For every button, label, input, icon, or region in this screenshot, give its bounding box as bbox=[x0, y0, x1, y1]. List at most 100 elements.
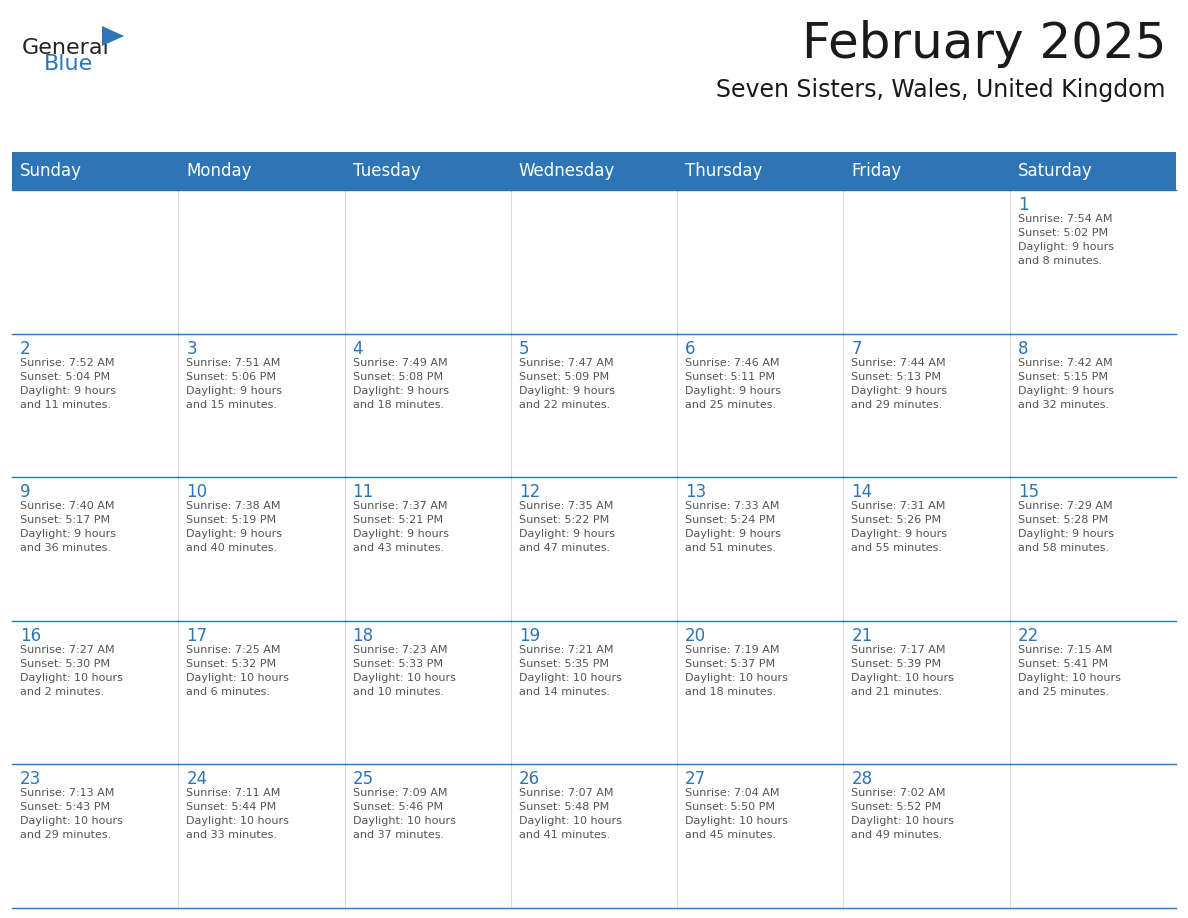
Text: Sunrise: 7:11 AM: Sunrise: 7:11 AM bbox=[187, 789, 280, 799]
Text: Sunset: 5:28 PM: Sunset: 5:28 PM bbox=[1018, 515, 1108, 525]
Text: Daylight: 10 hours: Daylight: 10 hours bbox=[852, 673, 954, 683]
Text: Daylight: 10 hours: Daylight: 10 hours bbox=[353, 816, 455, 826]
Text: Sunset: 5:11 PM: Sunset: 5:11 PM bbox=[685, 372, 775, 382]
Text: and 51 minutes.: and 51 minutes. bbox=[685, 543, 776, 554]
Text: 27: 27 bbox=[685, 770, 707, 789]
Text: 13: 13 bbox=[685, 483, 707, 501]
Text: and 18 minutes.: and 18 minutes. bbox=[353, 399, 443, 409]
Text: Daylight: 10 hours: Daylight: 10 hours bbox=[685, 816, 788, 826]
Text: Sunrise: 7:49 AM: Sunrise: 7:49 AM bbox=[353, 358, 447, 367]
Text: Sunset: 5:33 PM: Sunset: 5:33 PM bbox=[353, 659, 443, 669]
Text: Sunrise: 7:13 AM: Sunrise: 7:13 AM bbox=[20, 789, 114, 799]
Text: 12: 12 bbox=[519, 483, 541, 501]
Text: Daylight: 10 hours: Daylight: 10 hours bbox=[519, 673, 621, 683]
Text: and 49 minutes.: and 49 minutes. bbox=[852, 831, 943, 840]
Text: Wednesday: Wednesday bbox=[519, 162, 615, 180]
Bar bbox=[12, 152, 1176, 190]
Text: Sunset: 5:17 PM: Sunset: 5:17 PM bbox=[20, 515, 110, 525]
Text: Sunrise: 7:19 AM: Sunrise: 7:19 AM bbox=[685, 644, 779, 655]
Text: Sunset: 5:39 PM: Sunset: 5:39 PM bbox=[852, 659, 942, 669]
Text: Blue: Blue bbox=[44, 54, 93, 74]
Text: and 6 minutes.: and 6 minutes. bbox=[187, 687, 271, 697]
Text: Daylight: 9 hours: Daylight: 9 hours bbox=[1018, 242, 1113, 252]
Text: Daylight: 9 hours: Daylight: 9 hours bbox=[852, 386, 947, 396]
Text: and 40 minutes.: and 40 minutes. bbox=[187, 543, 278, 554]
Text: Sunrise: 7:38 AM: Sunrise: 7:38 AM bbox=[187, 501, 280, 511]
Text: and 11 minutes.: and 11 minutes. bbox=[20, 399, 110, 409]
Text: Daylight: 9 hours: Daylight: 9 hours bbox=[519, 386, 615, 396]
Text: General: General bbox=[23, 38, 109, 58]
Text: Sunrise: 7:09 AM: Sunrise: 7:09 AM bbox=[353, 789, 447, 799]
Text: 23: 23 bbox=[20, 770, 42, 789]
Text: Sunset: 5:46 PM: Sunset: 5:46 PM bbox=[353, 802, 443, 812]
Text: 22: 22 bbox=[1018, 627, 1040, 644]
Text: Sunrise: 7:52 AM: Sunrise: 7:52 AM bbox=[20, 358, 114, 367]
Text: Sunset: 5:21 PM: Sunset: 5:21 PM bbox=[353, 515, 443, 525]
Text: and 29 minutes.: and 29 minutes. bbox=[852, 399, 943, 409]
Text: 6: 6 bbox=[685, 340, 696, 358]
Text: Sunset: 5:22 PM: Sunset: 5:22 PM bbox=[519, 515, 609, 525]
Text: 17: 17 bbox=[187, 627, 208, 644]
Text: and 22 minutes.: and 22 minutes. bbox=[519, 399, 611, 409]
Text: Sunset: 5:24 PM: Sunset: 5:24 PM bbox=[685, 515, 776, 525]
Text: Sunset: 5:50 PM: Sunset: 5:50 PM bbox=[685, 802, 775, 812]
Text: 10: 10 bbox=[187, 483, 208, 501]
Text: Daylight: 9 hours: Daylight: 9 hours bbox=[852, 529, 947, 539]
Text: Daylight: 10 hours: Daylight: 10 hours bbox=[187, 673, 289, 683]
Text: Sunset: 5:52 PM: Sunset: 5:52 PM bbox=[852, 802, 942, 812]
Text: Sunset: 5:26 PM: Sunset: 5:26 PM bbox=[852, 515, 942, 525]
Text: and 15 minutes.: and 15 minutes. bbox=[187, 399, 277, 409]
Text: Sunrise: 7:40 AM: Sunrise: 7:40 AM bbox=[20, 501, 114, 511]
Text: 26: 26 bbox=[519, 770, 541, 789]
Text: Daylight: 10 hours: Daylight: 10 hours bbox=[1018, 673, 1120, 683]
Text: Daylight: 9 hours: Daylight: 9 hours bbox=[519, 529, 615, 539]
Text: Sunrise: 7:54 AM: Sunrise: 7:54 AM bbox=[1018, 214, 1112, 224]
Text: Thursday: Thursday bbox=[685, 162, 763, 180]
Text: Daylight: 10 hours: Daylight: 10 hours bbox=[353, 673, 455, 683]
Text: and 36 minutes.: and 36 minutes. bbox=[20, 543, 110, 554]
Text: and 18 minutes.: and 18 minutes. bbox=[685, 687, 776, 697]
Text: Sunset: 5:02 PM: Sunset: 5:02 PM bbox=[1018, 228, 1108, 238]
Text: 7: 7 bbox=[852, 340, 862, 358]
Text: and 21 minutes.: and 21 minutes. bbox=[852, 687, 942, 697]
Text: Sunset: 5:48 PM: Sunset: 5:48 PM bbox=[519, 802, 609, 812]
Text: Daylight: 9 hours: Daylight: 9 hours bbox=[20, 386, 116, 396]
Text: Sunrise: 7:27 AM: Sunrise: 7:27 AM bbox=[20, 644, 114, 655]
Text: and 14 minutes.: and 14 minutes. bbox=[519, 687, 609, 697]
Text: Seven Sisters, Wales, United Kingdom: Seven Sisters, Wales, United Kingdom bbox=[716, 78, 1165, 102]
Text: Sunrise: 7:47 AM: Sunrise: 7:47 AM bbox=[519, 358, 613, 367]
Text: 9: 9 bbox=[20, 483, 31, 501]
Text: Sunset: 5:06 PM: Sunset: 5:06 PM bbox=[187, 372, 277, 382]
Text: Sunrise: 7:29 AM: Sunrise: 7:29 AM bbox=[1018, 501, 1112, 511]
Text: Sunset: 5:30 PM: Sunset: 5:30 PM bbox=[20, 659, 110, 669]
Text: Daylight: 9 hours: Daylight: 9 hours bbox=[353, 386, 449, 396]
Text: 15: 15 bbox=[1018, 483, 1038, 501]
Text: 2: 2 bbox=[20, 340, 31, 358]
Text: 3: 3 bbox=[187, 340, 197, 358]
Text: and 58 minutes.: and 58 minutes. bbox=[1018, 543, 1108, 554]
Text: Daylight: 10 hours: Daylight: 10 hours bbox=[20, 816, 122, 826]
Text: Sunrise: 7:15 AM: Sunrise: 7:15 AM bbox=[1018, 644, 1112, 655]
Text: 14: 14 bbox=[852, 483, 872, 501]
Text: Sunset: 5:19 PM: Sunset: 5:19 PM bbox=[187, 515, 277, 525]
Text: 24: 24 bbox=[187, 770, 208, 789]
Text: Sunset: 5:35 PM: Sunset: 5:35 PM bbox=[519, 659, 609, 669]
Text: Daylight: 9 hours: Daylight: 9 hours bbox=[187, 529, 283, 539]
Text: Daylight: 10 hours: Daylight: 10 hours bbox=[187, 816, 289, 826]
Text: Sunrise: 7:04 AM: Sunrise: 7:04 AM bbox=[685, 789, 779, 799]
Text: and 2 minutes.: and 2 minutes. bbox=[20, 687, 105, 697]
Text: Sunrise: 7:46 AM: Sunrise: 7:46 AM bbox=[685, 358, 779, 367]
Text: Sunrise: 7:02 AM: Sunrise: 7:02 AM bbox=[852, 789, 946, 799]
Text: Daylight: 9 hours: Daylight: 9 hours bbox=[20, 529, 116, 539]
Text: 8: 8 bbox=[1018, 340, 1029, 358]
Text: and 37 minutes.: and 37 minutes. bbox=[353, 831, 443, 840]
Text: Friday: Friday bbox=[852, 162, 902, 180]
Text: Daylight: 9 hours: Daylight: 9 hours bbox=[187, 386, 283, 396]
Text: Saturday: Saturday bbox=[1018, 162, 1093, 180]
Text: Sunrise: 7:33 AM: Sunrise: 7:33 AM bbox=[685, 501, 779, 511]
Text: and 10 minutes.: and 10 minutes. bbox=[353, 687, 443, 697]
Text: Sunrise: 7:21 AM: Sunrise: 7:21 AM bbox=[519, 644, 613, 655]
Text: Sunset: 5:04 PM: Sunset: 5:04 PM bbox=[20, 372, 110, 382]
Text: 16: 16 bbox=[20, 627, 42, 644]
Text: Sunset: 5:44 PM: Sunset: 5:44 PM bbox=[187, 802, 277, 812]
